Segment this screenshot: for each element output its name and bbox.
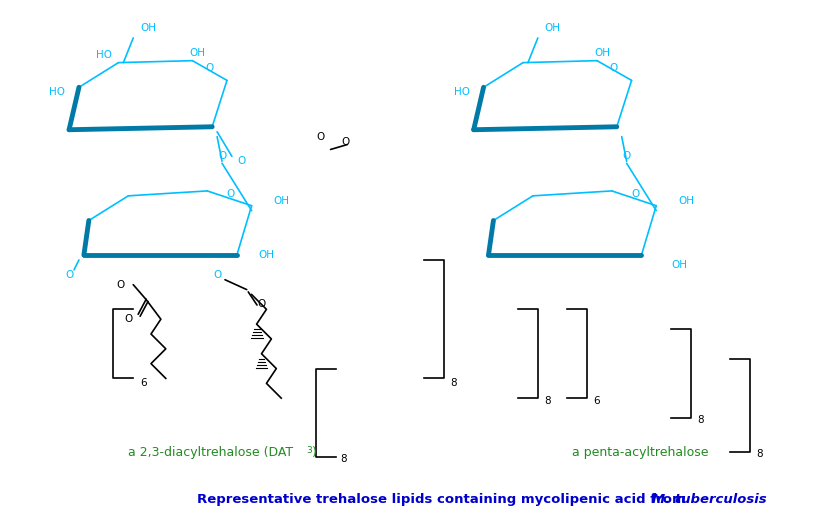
Text: 8: 8 — [697, 415, 704, 425]
Text: O: O — [218, 152, 226, 161]
Text: HO: HO — [49, 87, 65, 97]
Text: O: O — [116, 280, 124, 290]
Text: a 2,3-diacyltrehalose (DAT: a 2,3-diacyltrehalose (DAT — [129, 446, 293, 459]
Text: OH: OH — [274, 196, 289, 206]
Text: OH: OH — [259, 250, 274, 260]
Text: O: O — [622, 152, 631, 161]
Text: O: O — [341, 136, 349, 146]
Text: 8: 8 — [451, 378, 457, 388]
Text: 6: 6 — [594, 396, 601, 406]
Text: O: O — [213, 270, 221, 280]
Text: O: O — [610, 63, 618, 73]
Text: O: O — [316, 132, 325, 142]
Text: 8: 8 — [756, 449, 763, 459]
Text: Representative trehalose lipids containing mycolipenic acid from: Representative trehalose lipids containi… — [198, 493, 691, 507]
Text: OH: OH — [594, 48, 610, 58]
Text: OH: OH — [678, 196, 694, 206]
Text: O: O — [124, 314, 133, 324]
Text: O: O — [65, 270, 73, 280]
Text: 3: 3 — [306, 446, 311, 455]
Text: HO: HO — [454, 87, 470, 97]
Text: OH: OH — [190, 48, 205, 58]
Text: O: O — [227, 189, 235, 199]
Text: O: O — [631, 189, 639, 199]
Text: O: O — [205, 63, 213, 73]
Text: 8: 8 — [545, 396, 551, 406]
Text: HO: HO — [96, 50, 111, 60]
Text: OH: OH — [545, 23, 561, 33]
Text: 8: 8 — [340, 454, 347, 465]
Text: O: O — [237, 156, 246, 166]
Text: ): ) — [311, 446, 316, 459]
Text: OH: OH — [671, 260, 687, 270]
Text: O: O — [257, 299, 265, 309]
Text: M. tuberculosis: M. tuberculosis — [653, 493, 767, 507]
Text: 6: 6 — [140, 378, 147, 388]
Text: a penta-acyltrehalose: a penta-acyltrehalose — [573, 446, 709, 459]
Text: OH: OH — [140, 23, 156, 33]
